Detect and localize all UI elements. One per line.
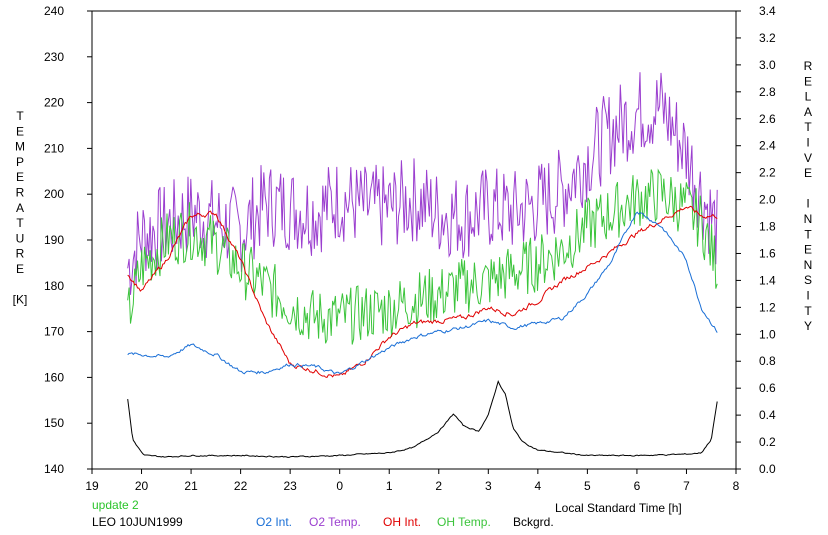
legend: O2 Int. O2 Temp. OH Int. OH Temp. Bckgrd. — [256, 515, 554, 529]
left-y-axis: 140 150 160 170 180 190 200 210 220 230 240 — [44, 4, 92, 476]
y-right-label-char: I — [806, 136, 809, 150]
x-tick-label: 0 — [336, 479, 343, 493]
legend-item: O2 Temp. — [309, 515, 361, 529]
y-left-label-char: T — [16, 109, 24, 123]
x-tick-label: 8 — [733, 479, 740, 493]
x-tick-label: 2 — [435, 479, 442, 493]
y-left-tick-label: 200 — [44, 187, 64, 201]
x-axis-label: Local Standard Time [h] — [555, 501, 682, 515]
y-left-tick-label: 220 — [44, 96, 64, 110]
y-right-label-char: I — [806, 289, 809, 303]
series-line-o2-int — [127, 211, 718, 375]
series-layer — [127, 72, 718, 458]
series-line-oh-temp — [127, 168, 718, 345]
x-tick-label: 1 — [386, 479, 393, 493]
x-tick-label: 5 — [584, 479, 591, 493]
y-left-tick-label: 230 — [44, 50, 64, 64]
y-right-label-char: T — [804, 304, 812, 318]
update-label: update 2 — [92, 498, 139, 512]
x-tick-label: 20 — [135, 479, 149, 493]
y-right-tick-label: 2.0 — [759, 193, 776, 207]
y-left-label-char: M — [15, 140, 25, 154]
y-right-tick-label: 1.0 — [759, 327, 776, 341]
y-left-label-char: P — [16, 155, 24, 169]
y-left-tick-label: 160 — [44, 370, 64, 384]
x-tick-label: 3 — [485, 479, 492, 493]
x-axis: 19 20 21 22 23 0 1 2 3 4 5 6 7 8 — [85, 469, 740, 493]
y-left-label-char: E — [16, 124, 24, 138]
y-left-label-char: U — [16, 231, 25, 245]
y-left-tick-label: 180 — [44, 279, 64, 293]
y-left-label-char: T — [16, 216, 24, 230]
y-left-tick-label: 240 — [44, 4, 64, 18]
y-right-label-char: E — [804, 243, 812, 257]
y-right-tick-label: 3.4 — [759, 4, 776, 18]
y-left-label-char: R — [16, 186, 25, 200]
y-right-tick-label: 2.8 — [759, 85, 776, 99]
x-tick-label: 22 — [234, 479, 248, 493]
y-left-tick-label: 170 — [44, 325, 64, 339]
y-right-label-char: L — [805, 90, 812, 104]
y-right-label-char: S — [804, 273, 812, 287]
y-right-tick-label: 0.4 — [759, 408, 776, 422]
y-right-label-char: A — [804, 105, 812, 119]
legend-item: Bckgrd. — [513, 515, 554, 529]
y-right-tick-label: 2.6 — [759, 112, 776, 126]
y-left-label-char: E — [16, 170, 24, 184]
y-right-label-char: I — [806, 197, 809, 211]
y-right-tick-label: 1.8 — [759, 220, 776, 234]
y-left-tick-label: 150 — [44, 416, 64, 430]
y-left-label-char: [K] — [13, 293, 28, 307]
y-right-tick-label: 0.6 — [759, 381, 776, 395]
series-line-oh-int — [127, 205, 718, 378]
y-left-label-char: R — [16, 247, 25, 261]
x-tick-label: 7 — [683, 479, 690, 493]
y-right-tick-label: 0.2 — [759, 435, 776, 449]
y-right-tick-label: 1.4 — [759, 273, 776, 287]
legend-item: OH Temp. — [437, 515, 491, 529]
station-date-label: LEO 10JUN1999 — [92, 515, 183, 529]
y-left-tick-label: 140 — [44, 462, 64, 476]
y-right-label-char: V — [804, 151, 812, 165]
series-line-bckgrd — [127, 379, 718, 458]
y-right-label-char: Y — [804, 319, 812, 333]
y-right-label-char: E — [804, 74, 812, 88]
y-right-tick-label: 2.2 — [759, 166, 776, 180]
y-right-label-char: R — [804, 59, 813, 73]
y-right-tick-label: 1.2 — [759, 300, 776, 314]
y-left-tick-label: 190 — [44, 233, 64, 247]
y-right-label-char: E — [804, 166, 812, 180]
legend-item: OH Int. — [383, 515, 421, 529]
x-tick-label: 4 — [535, 479, 542, 493]
y-right-tick-label: 1.6 — [759, 246, 776, 260]
x-tick-label: 21 — [184, 479, 198, 493]
y-right-label-char: T — [804, 227, 812, 241]
y-right-label-char: T — [804, 120, 812, 134]
y-right-tick-label: 3.0 — [759, 58, 776, 72]
legend-item: O2 Int. — [256, 515, 292, 529]
x-tick-label: 6 — [634, 479, 641, 493]
x-tick-label: 19 — [85, 479, 99, 493]
y-right-label-char: N — [804, 258, 813, 272]
x-tick-label: 23 — [283, 479, 297, 493]
y-right-tick-label: 0.8 — [759, 354, 776, 368]
y-right-tick-label: 2.4 — [759, 139, 776, 153]
y-left-tick-label: 210 — [44, 141, 64, 155]
right-y-axis: 0.0 0.2 0.4 0.6 0.8 1.0 1.2 1.4 1.6 1.8 2.0 2.2 2.4 2… — [736, 4, 776, 476]
series-line-o2-temp — [127, 72, 718, 295]
y-right-tick-label: 0.0 — [759, 462, 776, 476]
y-right-label-char: N — [804, 212, 813, 226]
y-right-tick-label: 3.2 — [759, 31, 776, 45]
y-left-label-char: A — [16, 201, 24, 215]
y-left-label-char: E — [16, 262, 24, 276]
